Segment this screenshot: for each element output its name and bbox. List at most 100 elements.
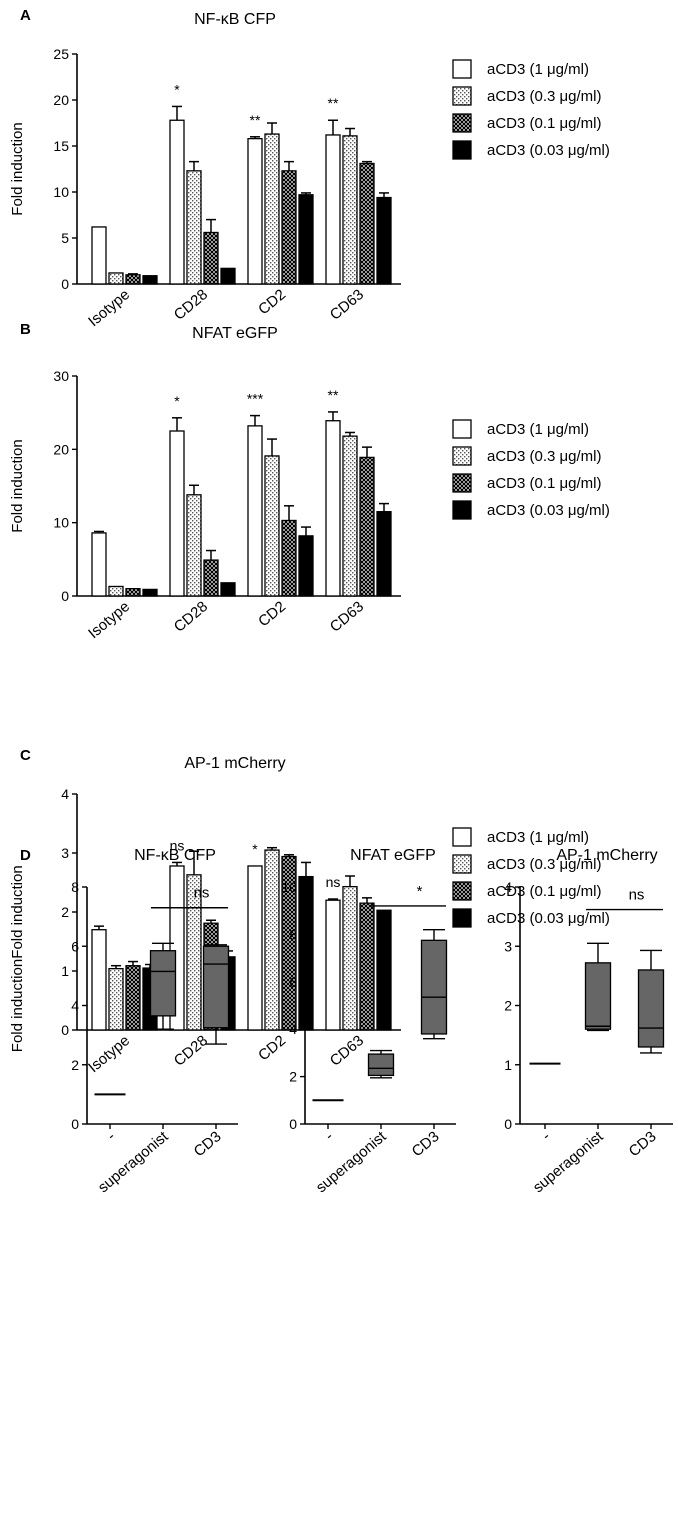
legend-label: aCD3 (0.03 μg/ml) — [487, 142, 610, 159]
bar-cd63-series-2 — [342, 135, 358, 285]
y-tick-label: 20 — [53, 92, 69, 108]
x-tick-label: CD63 — [327, 1032, 367, 1070]
significance-label: *** — [247, 391, 264, 407]
chart-title: NFAT eGFP — [350, 847, 436, 864]
box-CD3 — [637, 969, 665, 1048]
bar-cd2-series-4 — [298, 875, 314, 1031]
x-tick-label: superagonist — [95, 1128, 172, 1197]
box-superagonist — [584, 962, 612, 1030]
bar-cd2-series-3 — [281, 519, 297, 597]
bar-cd63-series-1 — [325, 134, 341, 285]
y-tick-label: 8 — [289, 926, 297, 942]
panel-label: C — [20, 747, 31, 764]
bar-cd63-series-2 — [342, 885, 358, 1031]
chart-title: NF-κB CFP — [134, 847, 216, 864]
y-tick-label: 2 — [71, 1057, 79, 1073]
legend-label: aCD3 (1 μg/ml) — [487, 421, 589, 438]
bar-isotype-series-1 — [91, 226, 107, 285]
x-tick-label: CD63 — [327, 598, 367, 636]
y-tick-label: 6 — [289, 974, 297, 990]
legend-label: aCD3 (0.3 μg/ml) — [487, 88, 602, 105]
y-axis-label: Fold induction — [9, 122, 26, 215]
box-CD3 — [420, 939, 448, 1035]
x-tick-label: superagonist — [313, 1128, 390, 1197]
bar-cd63-series-4 — [376, 196, 392, 285]
box-superagonist — [367, 1053, 395, 1077]
x-tick-label: CD2 — [255, 286, 289, 318]
y-tick-label: 4 — [504, 879, 512, 895]
bar-cd2-series-4 — [298, 535, 314, 597]
legend-swatch — [452, 908, 472, 928]
x-tick-label: Isotype — [85, 286, 133, 330]
significance-label: * — [252, 841, 258, 857]
legend-swatch — [452, 86, 472, 106]
y-tick-label: 1 — [61, 963, 69, 979]
bar-cd63-series-1 — [325, 899, 341, 1031]
y-tick-label: 15 — [53, 138, 69, 154]
bar-cd2-series-2 — [264, 849, 280, 1031]
chart-title: NF-κB CFP — [194, 11, 276, 28]
y-tick-label: 0 — [61, 1022, 69, 1038]
y-tick-label: 10 — [53, 515, 69, 531]
significance-label: ns — [326, 874, 341, 890]
bar-cd28-series-4 — [220, 582, 236, 597]
panel-label: B — [20, 321, 31, 338]
bar-cd2-series-3 — [281, 855, 297, 1031]
legend-swatch — [452, 419, 472, 439]
y-tick-label: 8 — [71, 879, 79, 895]
y-tick-label: 4 — [61, 786, 69, 802]
bar-cd28-series-1 — [169, 430, 185, 597]
legend-label: aCD3 (0.1 μg/ml) — [487, 475, 602, 492]
y-axis-label: Fold induction — [9, 959, 26, 1052]
legend-swatch — [452, 446, 472, 466]
legend-swatch — [452, 473, 472, 493]
x-tick-label: CD3 — [409, 1128, 443, 1160]
bar-isotype-series-2 — [108, 967, 124, 1031]
legend-label: aCD3 (0.03 μg/ml) — [487, 502, 610, 519]
significance-label: ns — [170, 837, 185, 853]
chart-title: NFAT eGFP — [192, 325, 278, 342]
y-tick-label: 0 — [71, 1116, 79, 1132]
bar-cd28-series-2 — [186, 874, 202, 1031]
y-tick-label: 0 — [61, 276, 69, 292]
panel-label: D — [20, 847, 31, 864]
x-tick-label: - — [104, 1128, 119, 1144]
legend-swatch — [452, 113, 472, 133]
legend-label: aCD3 (1 μg/ml) — [487, 61, 589, 78]
legend-label: aCD3 (0.03 μg/ml) — [487, 910, 610, 927]
bar-cd63-series-4 — [376, 909, 392, 1031]
legend-label: aCD3 (1 μg/ml) — [487, 829, 589, 846]
x-tick-label: CD28 — [171, 598, 211, 636]
y-tick-label: 1 — [504, 1057, 512, 1073]
bar-cd63-series-3 — [359, 162, 375, 285]
significance-label: ** — [250, 112, 261, 128]
y-tick-label: 0 — [504, 1116, 512, 1132]
y-tick-label: 30 — [53, 368, 69, 384]
y-tick-label: 5 — [61, 230, 69, 246]
bar-isotype-series-3 — [125, 965, 141, 1031]
x-tick-label: CD2 — [255, 598, 289, 630]
y-tick-label: 4 — [289, 1021, 297, 1037]
x-tick-label: CD3 — [191, 1128, 225, 1160]
legend-label: aCD3 (0.1 μg/ml) — [487, 115, 602, 132]
legend-swatch — [452, 59, 472, 79]
bar-cd2-series-2 — [264, 133, 280, 285]
significance-label: * — [174, 81, 180, 97]
chart-title: AP-1 mCherry — [184, 755, 285, 772]
y-tick-label: 3 — [61, 845, 69, 861]
bar-cd63-series-3 — [359, 902, 375, 1031]
y-tick-label: 2 — [61, 904, 69, 920]
y-tick-label: 2 — [289, 1069, 297, 1085]
panel-label: A — [20, 7, 31, 24]
bar-isotype-series-2 — [108, 272, 124, 285]
x-tick-label: superagonist — [530, 1128, 607, 1197]
significance-label: ns — [194, 885, 210, 902]
bar-isotype-series-1 — [91, 929, 107, 1031]
significance-label: ** — [328, 387, 339, 403]
y-tick-label: 2 — [504, 998, 512, 1014]
y-tick-label: 25 — [53, 46, 69, 62]
legend-label: aCD3 (0.3 μg/ml) — [487, 448, 602, 465]
legend-swatch — [452, 854, 472, 874]
bar-cd2-series-1 — [247, 865, 263, 1031]
